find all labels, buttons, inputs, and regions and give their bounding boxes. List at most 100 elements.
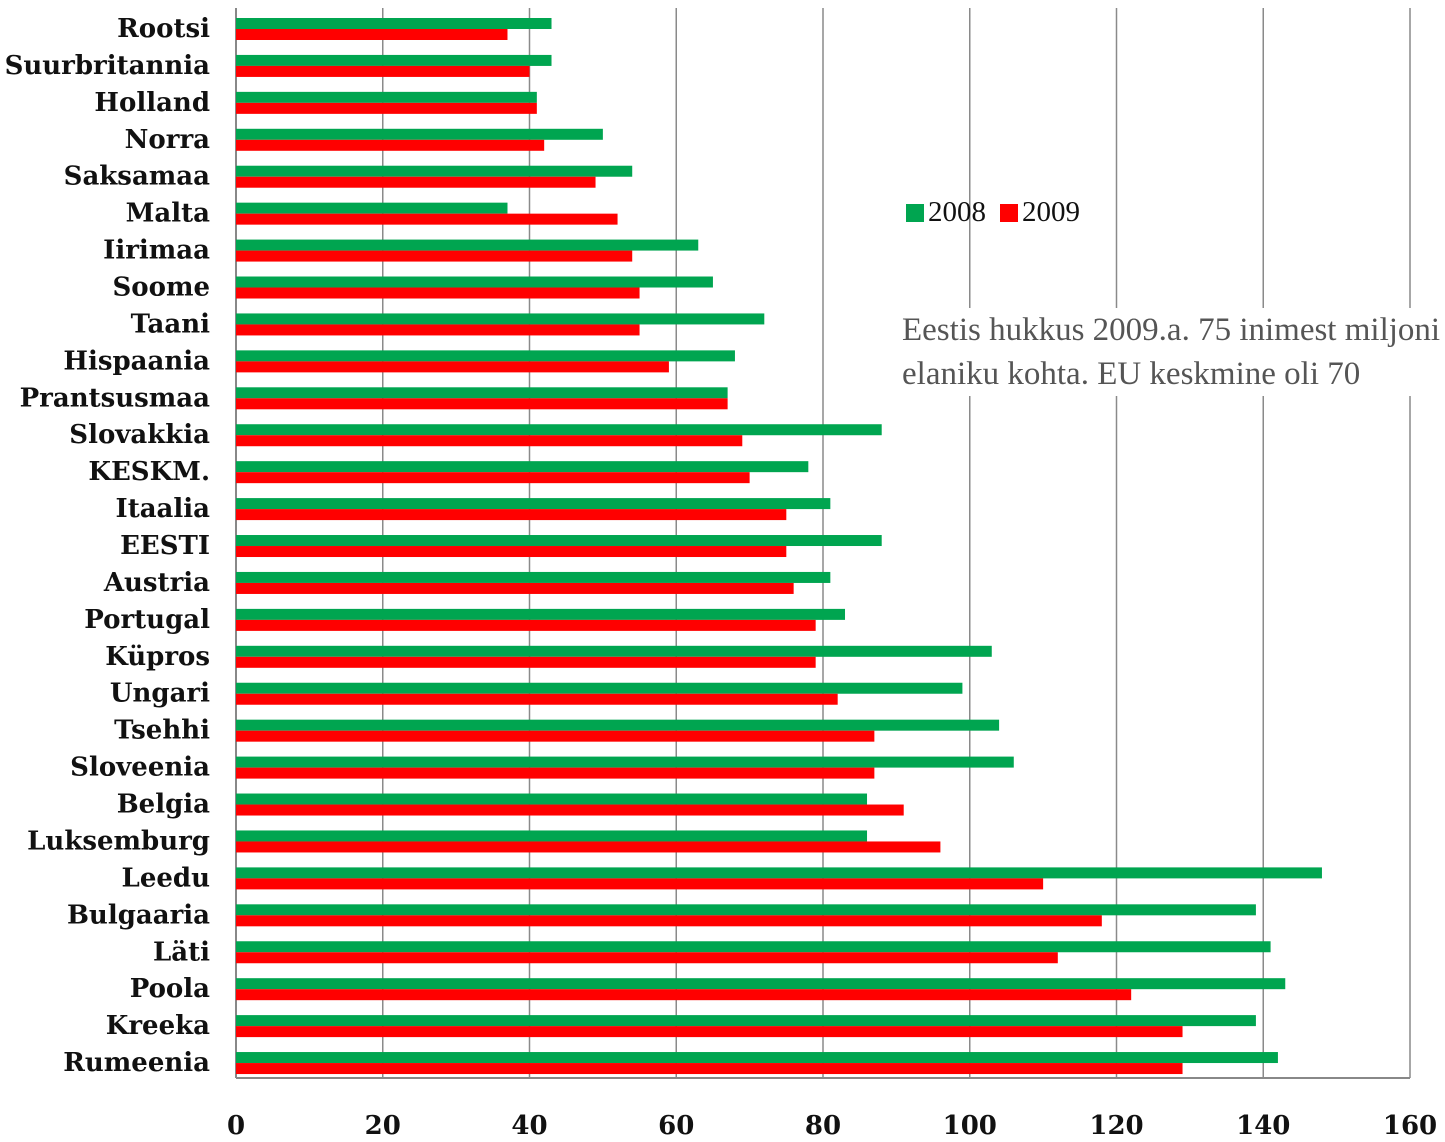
bar-2009-12	[236, 472, 750, 484]
category-label: KESKM.	[88, 457, 210, 487]
bar-2009-13	[236, 509, 787, 521]
bar-2008-8	[236, 313, 765, 325]
category-label: Ungari	[110, 679, 210, 709]
bar-2009-26	[236, 989, 1132, 1001]
bar-2008-25	[236, 941, 1271, 953]
bar-2008-11	[236, 424, 882, 436]
bar-2009-14	[236, 546, 787, 558]
annotation-text: Eestis hukkus 2009.a. 75 inimest miljoni…	[902, 308, 1442, 396]
category-label: Portugal	[84, 605, 210, 635]
bar-2009-21	[236, 804, 904, 816]
legend-label-2008: 2008	[928, 196, 986, 228]
category-label: Leedu	[122, 863, 211, 893]
bar-2008-27	[236, 1015, 1256, 1027]
bar-2008-20	[236, 756, 1014, 768]
bar-2009-17	[236, 656, 816, 668]
category-label: Rumeenia	[63, 1048, 210, 1078]
bar-2008-3	[236, 128, 603, 140]
legend-item-2009: 2009	[1000, 196, 1080, 229]
x-tick-label: 140	[1236, 1111, 1290, 1138]
bar-2009-3	[236, 139, 545, 151]
category-label: Luksemburg	[27, 826, 210, 856]
category-label: Küpros	[105, 642, 210, 672]
bar-2008-5	[236, 202, 508, 214]
category-label: Holland	[94, 88, 210, 118]
category-label: Iirimaa	[103, 236, 210, 266]
bar-2008-28	[236, 1052, 1278, 1064]
bar-2008-24	[236, 904, 1256, 916]
bar-2009-5	[236, 213, 618, 225]
x-tick-label: 120	[1089, 1111, 1143, 1138]
bar-2008-2	[236, 91, 537, 103]
category-label: Hispaania	[63, 346, 210, 376]
bar-2009-4	[236, 176, 596, 188]
bar-2009-0	[236, 29, 508, 40]
x-tick-label: 160	[1383, 1111, 1437, 1138]
bar-2009-23	[236, 878, 1044, 890]
category-label: Slovakkia	[69, 420, 210, 450]
bar-2008-21	[236, 793, 868, 805]
bar-2008-16	[236, 608, 846, 620]
bar-2009-19	[236, 730, 875, 742]
legend-item-2008: 2008	[906, 196, 986, 229]
bar-2008-17	[236, 645, 992, 657]
bar-2008-4	[236, 165, 633, 177]
category-label: Sloveenia	[70, 753, 210, 783]
x-tick-label: 0	[227, 1111, 245, 1138]
bar-2009-20	[236, 767, 875, 779]
category-label: Malta	[126, 199, 211, 229]
x-tick-label: 20	[365, 1111, 401, 1138]
category-label: Belgia	[117, 790, 210, 820]
bar-2009-22	[236, 841, 941, 853]
legend-swatch-2008	[906, 203, 924, 222]
bar-2008-0	[236, 18, 552, 29]
bar-2009-2	[236, 102, 537, 114]
bar-2009-15	[236, 582, 794, 594]
category-label: Kreeka	[106, 1011, 210, 1041]
bar-2008-18	[236, 682, 963, 694]
bar-2009-7	[236, 287, 640, 299]
bar-2009-25	[236, 952, 1058, 964]
category-label: Itaalia	[116, 494, 211, 524]
bar-2009-10	[236, 398, 728, 410]
category-label: Austria	[103, 568, 210, 598]
category-label: Bulgaaria	[67, 900, 210, 930]
bar-2008-23	[236, 867, 1322, 879]
bar-2008-22	[236, 830, 868, 842]
bar-2009-1	[236, 65, 530, 77]
x-tick-label: 60	[658, 1111, 694, 1138]
legend-swatch-2009	[1000, 203, 1018, 222]
x-tick-label: 40	[511, 1111, 547, 1138]
bar-2008-19	[236, 719, 1000, 731]
category-label: Norra	[125, 125, 211, 155]
bar-2009-6	[236, 250, 633, 262]
category-label: Poola	[130, 974, 210, 1004]
category-label: Läti	[153, 937, 210, 967]
category-label: Saksamaa	[64, 162, 210, 192]
bar-2008-14	[236, 535, 882, 547]
bar-2008-1	[236, 54, 552, 66]
category-label: Soome	[112, 273, 210, 303]
bar-2008-15	[236, 571, 831, 583]
category-label: Tsehhi	[114, 716, 210, 746]
bar-2008-9	[236, 350, 735, 362]
bar-2008-7	[236, 276, 713, 288]
category-label: Prantsusmaa	[20, 383, 211, 413]
bar-2008-13	[236, 498, 831, 510]
category-label: EESTI	[120, 531, 210, 561]
bar-2008-6	[236, 239, 699, 251]
bar-2008-10	[236, 387, 728, 399]
bar-2009-27	[236, 1026, 1183, 1038]
bar-2008-12	[236, 461, 809, 473]
bar-2009-8	[236, 324, 640, 336]
bar-2009-28	[236, 1063, 1183, 1075]
x-tick-label: 100	[943, 1111, 997, 1138]
bar-2009-9	[236, 361, 669, 373]
category-label: Suurbritannia	[5, 51, 211, 81]
bar-2009-16	[236, 619, 816, 631]
bar-2009-18	[236, 693, 838, 705]
x-tick-label: 80	[805, 1111, 841, 1138]
legend: 2008 2009	[906, 196, 1088, 229]
bar-2008-26	[236, 978, 1286, 990]
